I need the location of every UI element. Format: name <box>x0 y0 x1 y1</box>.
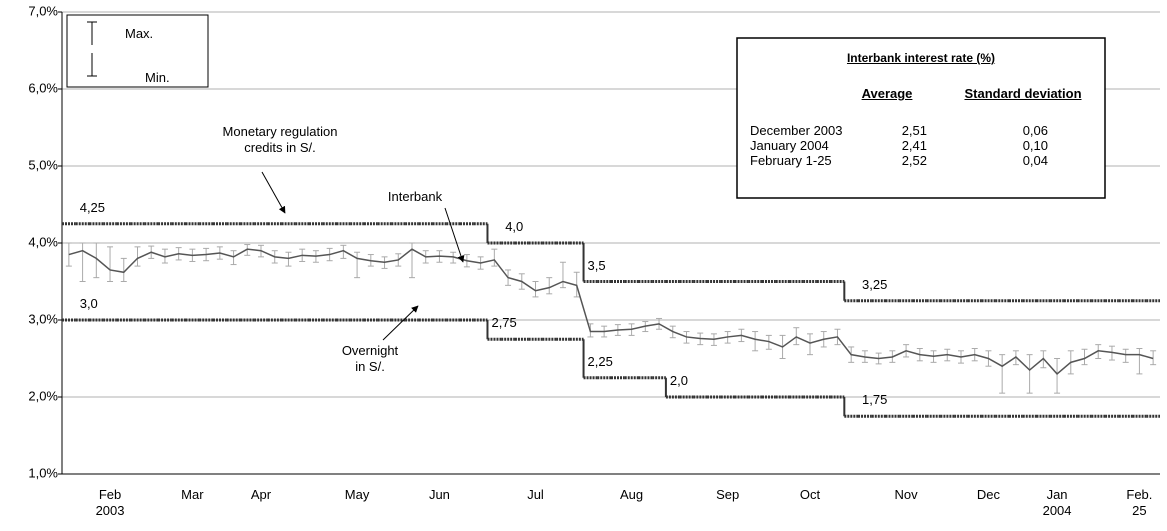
table-row-label: December 2003 <box>750 123 843 138</box>
table-cell: 0,06 <box>1022 123 1048 138</box>
annotation-arrows <box>261 171 465 341</box>
x-tick-label: Oct <box>799 487 821 502</box>
x-tick-label: May <box>344 487 370 502</box>
x-tick-label: Jan 2004 <box>1042 487 1072 518</box>
x-tick-label: Jul <box>527 487 544 502</box>
table-cell: 2,41 <box>901 138 927 153</box>
table-header: Average <box>861 86 913 101</box>
value-label: 3,0 <box>79 296 98 311</box>
x-tick-label: Dec <box>976 487 1000 502</box>
marks <box>62 222 1160 418</box>
value-label: 4,25 <box>79 199 106 215</box>
value-label: 1,75 <box>862 392 888 408</box>
table-cell: 0,10 <box>1022 138 1048 153</box>
x-tick-label: Apr <box>250 487 272 502</box>
x-tick-label: Jun <box>428 487 450 502</box>
table-cell: 2,52 <box>901 153 927 168</box>
series-label: Monetary regulation credits in S/. <box>222 124 338 155</box>
value-label: 3,25 <box>862 276 888 292</box>
legend-min: Min. <box>145 70 170 85</box>
value-label: 2,25 <box>587 353 613 369</box>
series-label: Overnight in S/. <box>341 343 399 374</box>
legend-max: Max. <box>125 26 154 41</box>
table-row-label: January 2004 <box>750 138 829 153</box>
value-label: 2,75 <box>491 315 517 331</box>
y-tick-label: 5,0% <box>28 157 58 172</box>
table-cell: 0,04 <box>1022 153 1048 168</box>
interbank-line <box>68 248 1154 375</box>
value-label: 3,5 <box>587 257 606 273</box>
x-tick-label: Feb. 25 <box>1126 487 1153 518</box>
table-box <box>736 37 1106 199</box>
y-tick-label: 4,0% <box>28 234 58 249</box>
y-tick-label: 1,0% <box>28 465 58 480</box>
table-title: Interbank interest rate (%) <box>846 51 996 65</box>
value-label: 2,0 <box>669 373 688 388</box>
x-tick-label: Mar <box>181 487 204 502</box>
legend-glyphs <box>87 21 97 77</box>
value-label: 4,0 <box>505 219 524 234</box>
x-tick-label: Nov <box>894 487 918 502</box>
x-tick-label: Sep <box>716 487 740 502</box>
y-tick-label: 2,0% <box>28 388 58 403</box>
series-label: Interbank <box>387 189 443 204</box>
legend-box <box>66 14 209 88</box>
table-row-label: February 1-25 <box>750 153 832 168</box>
y-tick-label: 3,0% <box>28 311 58 326</box>
table-cell: 2,51 <box>901 123 927 138</box>
x-tick-label: Feb 2003 <box>95 487 125 518</box>
table-header: Standard deviation <box>964 86 1082 101</box>
y-tick-label: 7,0% <box>28 3 58 18</box>
y-tick-label: 6,0% <box>28 80 58 95</box>
x-tick-label: Aug <box>620 487 644 502</box>
